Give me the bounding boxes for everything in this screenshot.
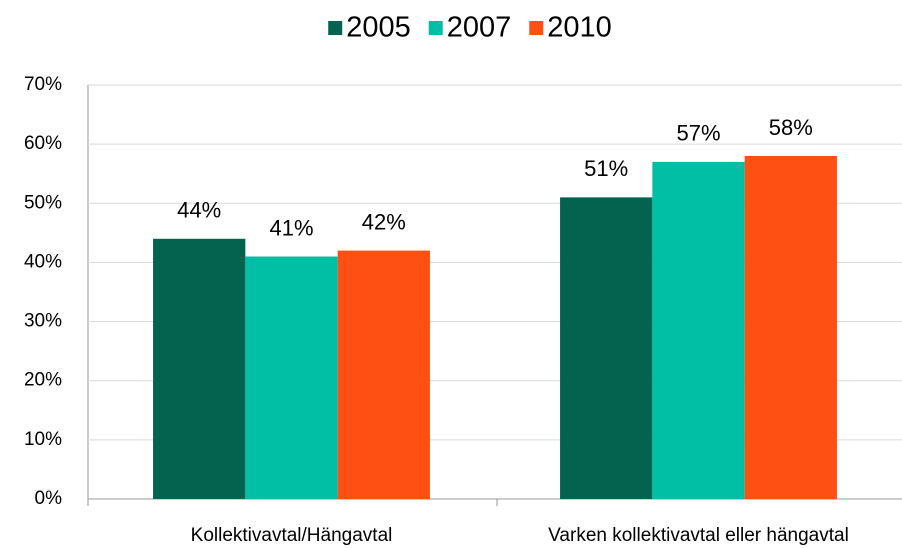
data-label: 44% — [177, 198, 221, 223]
y-tick-label: 20% — [24, 370, 62, 391]
bar — [245, 256, 338, 499]
data-label: 51% — [584, 156, 628, 181]
bar — [560, 197, 653, 499]
y-tick-label: 70% — [24, 74, 62, 95]
y-tick-label: 60% — [24, 133, 62, 154]
data-label: 41% — [269, 215, 313, 240]
data-label: 42% — [362, 209, 406, 234]
bar — [153, 238, 246, 499]
y-tick-label: 50% — [24, 192, 62, 213]
legend-label: 2007 — [447, 12, 512, 44]
y-tick-label: 10% — [24, 429, 62, 450]
legend-label: 2010 — [547, 12, 612, 44]
x-tick-label: Kollektivavtal/Hängavtal — [191, 525, 393, 546]
legend-swatch — [428, 21, 443, 35]
legend-swatch — [328, 21, 343, 35]
bar — [337, 250, 430, 499]
y-tick-label: 0% — [35, 488, 63, 509]
x-tick-label: Varken kollektivavtal eller hängavtal — [548, 525, 849, 546]
bar — [652, 161, 745, 499]
legend-swatch — [529, 21, 544, 35]
data-label: 58% — [769, 115, 813, 140]
y-tick-label: 30% — [24, 311, 62, 332]
legend-label: 2005 — [346, 12, 411, 44]
y-tick-label: 40% — [24, 251, 62, 272]
data-label: 57% — [676, 121, 720, 146]
bar — [744, 155, 837, 499]
